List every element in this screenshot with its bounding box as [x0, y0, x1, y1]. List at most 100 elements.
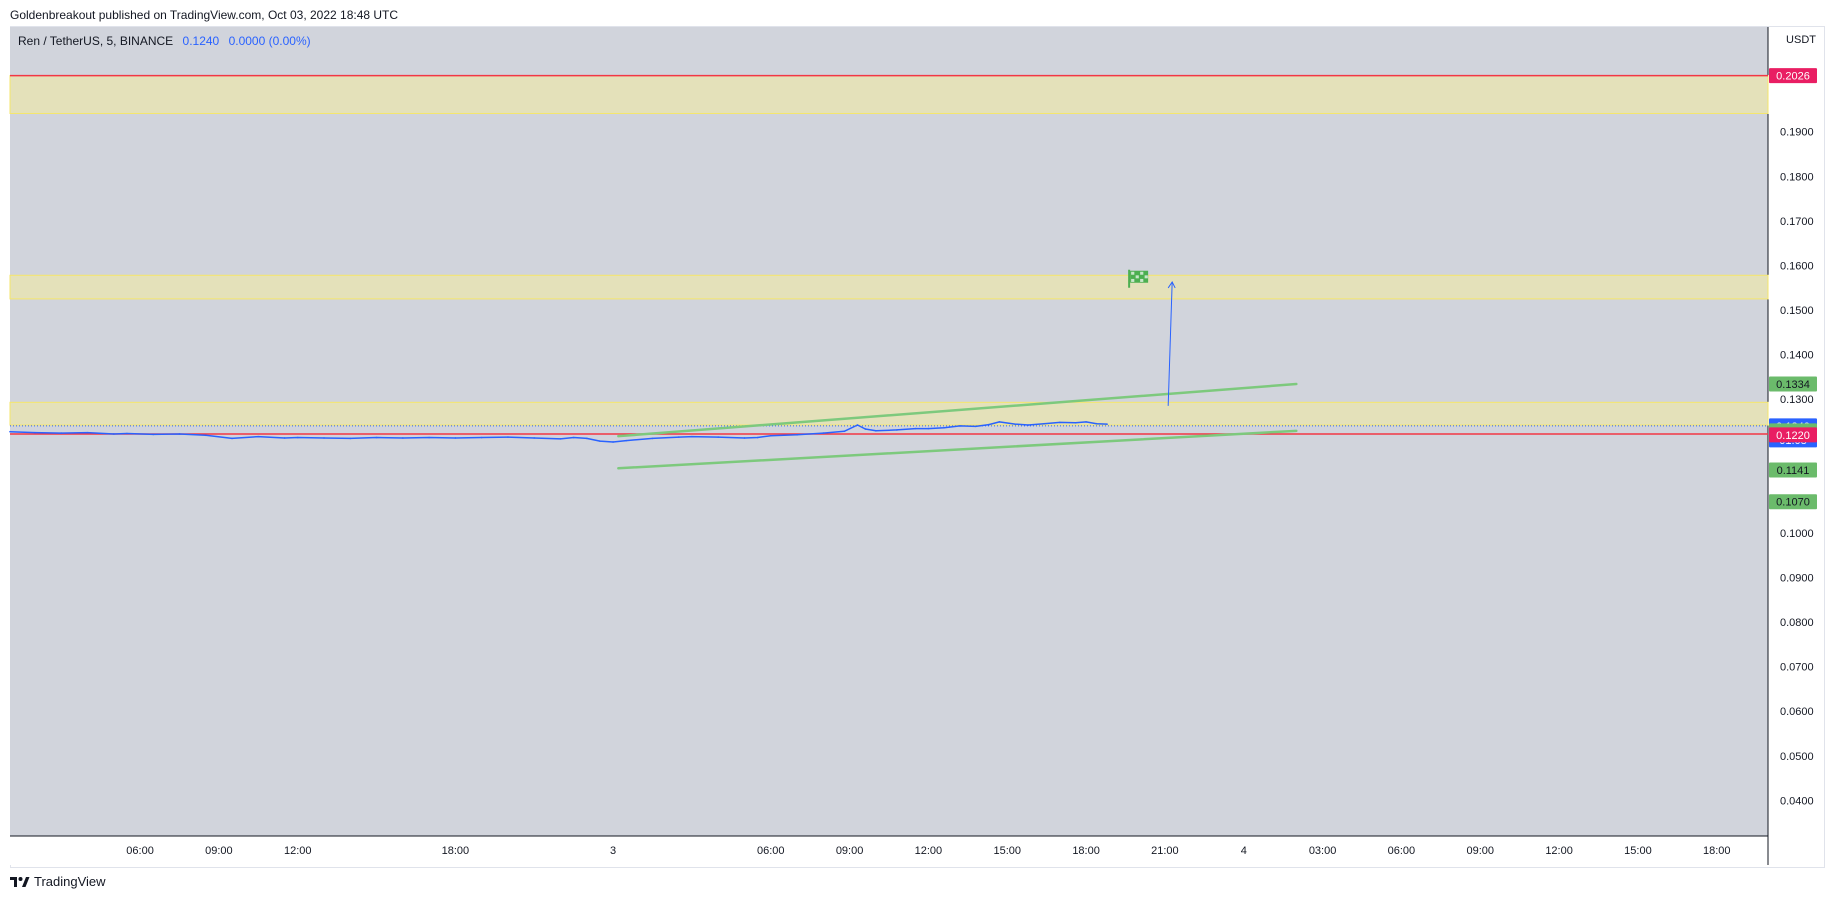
price-point — [927, 427, 930, 430]
y-tick-label: 0.1900 — [1780, 127, 1814, 139]
x-tick-label: 15:00 — [993, 845, 1021, 857]
price-label-box — [1769, 462, 1817, 478]
flag-check — [1135, 275, 1139, 279]
price-point — [914, 427, 917, 430]
price-point — [126, 432, 128, 435]
price-point — [1074, 422, 1077, 424]
price-point — [691, 435, 693, 438]
y-tick-label: 0.0400 — [1780, 795, 1814, 807]
price-label-box — [1769, 494, 1817, 510]
price-label: 0.2026 — [1776, 71, 1810, 83]
price-point — [864, 428, 867, 430]
price-change: 0.0000 (0.00%) — [228, 34, 311, 48]
price-point — [896, 429, 898, 431]
price-point — [875, 430, 877, 432]
x-tick-label: 06:00 — [757, 845, 785, 857]
y-tick-label: 0.0700 — [1780, 662, 1814, 674]
price-label-box — [1769, 376, 1817, 392]
y-tick-label: 0.0500 — [1780, 751, 1814, 763]
price-point — [60, 432, 63, 434]
price-point — [507, 436, 509, 438]
x-tick-label: 09:00 — [205, 845, 233, 857]
x-tick-label: 12:00 — [284, 845, 312, 857]
price-point — [651, 437, 654, 440]
y-tick-label: 0.1500 — [1780, 305, 1814, 317]
publisher-name[interactable]: Goldenbreakout — [10, 8, 96, 22]
y-tick-label: 0.1800 — [1780, 171, 1814, 183]
y-tick-label: 0.1600 — [1780, 260, 1814, 272]
price-point — [843, 430, 846, 433]
flag-check — [1144, 275, 1148, 279]
flag-check — [1140, 271, 1144, 275]
price-label: 0.1334 — [1776, 379, 1810, 391]
x-tick-label: 12:00 — [1545, 845, 1573, 857]
trend-line-upper — [617, 382, 1298, 438]
x-tick-label: 12:00 — [915, 845, 943, 857]
price-point — [856, 424, 859, 426]
price-label-box — [1769, 68, 1817, 84]
currency-unit[interactable]: USDT — [1786, 34, 1816, 46]
price-point — [231, 437, 233, 440]
last-price: 0.1240 — [182, 34, 220, 48]
price-point — [1014, 423, 1016, 425]
price-point — [822, 432, 825, 434]
price-point — [257, 435, 260, 438]
price-point — [178, 433, 181, 435]
x-tick-label: 18:00 — [1703, 845, 1731, 857]
price-label: 0.1070 — [1776, 497, 1810, 509]
price-point — [204, 434, 207, 437]
price-point — [943, 426, 945, 429]
price-point — [1027, 424, 1030, 426]
x-tick-label: 3 — [610, 845, 616, 857]
symbol-legend: Ren / TetherUS, 5, BINANCE 0.1240 0.0000… — [18, 34, 311, 48]
x-tick-label: 09:00 — [1466, 845, 1494, 857]
price-point — [717, 436, 719, 438]
x-tick-label: 06:00 — [126, 845, 154, 857]
price-point — [9, 430, 11, 433]
price-point — [677, 436, 680, 438]
time-axis-panel — [10, 836, 1768, 865]
price-point — [1095, 422, 1098, 425]
x-tick-label: 4 — [1241, 845, 1247, 857]
flag-cloth — [1130, 270, 1149, 283]
price-label-box — [1769, 427, 1817, 443]
price-point — [1059, 421, 1061, 424]
published-text: published on TradingView.com, Oct 03, 20… — [98, 8, 399, 22]
price-point — [1085, 421, 1087, 423]
tradingview-brand: TradingView — [34, 874, 106, 889]
trend-line-lower — [617, 429, 1298, 470]
price-point — [1106, 423, 1108, 425]
x-tick-label: 09:00 — [836, 845, 864, 857]
price-label: 0.1141 — [1777, 465, 1810, 477]
price-point — [283, 437, 286, 439]
x-tick-label: 06:00 — [1388, 845, 1416, 857]
flag-check — [1131, 278, 1135, 282]
x-tick-label: 18:00 — [442, 845, 470, 857]
price-label: 0.1220 — [1776, 430, 1810, 442]
tradingview-logo-icon — [10, 876, 30, 887]
price-point — [428, 436, 430, 439]
symbol-name[interactable]: Ren / TetherUS, 5, BINANCE — [18, 34, 174, 48]
price-point — [454, 437, 457, 439]
zone-0 — [9, 75, 1769, 114]
tradingview-logo[interactable]: TradingView — [10, 874, 106, 889]
publication-header: Goldenbreakout published on TradingView.… — [10, 8, 398, 22]
target-arrow — [1167, 281, 1173, 406]
y-tick-label: 0.1300 — [1780, 394, 1814, 406]
price-point — [612, 441, 614, 443]
price-point — [375, 436, 378, 439]
flag-pole — [1128, 269, 1131, 288]
zone-1 — [9, 274, 1769, 300]
price-point — [796, 434, 798, 436]
price-point — [599, 440, 601, 442]
price-point — [769, 434, 772, 437]
flag-check — [1140, 278, 1144, 282]
price-point — [402, 437, 404, 439]
flag-check — [1131, 271, 1135, 275]
price-point — [34, 431, 36, 434]
price-point — [572, 436, 575, 439]
price-point — [152, 433, 155, 436]
x-tick-label: 18:00 — [1072, 845, 1100, 857]
y-tick-label: 0.1000 — [1780, 528, 1814, 540]
